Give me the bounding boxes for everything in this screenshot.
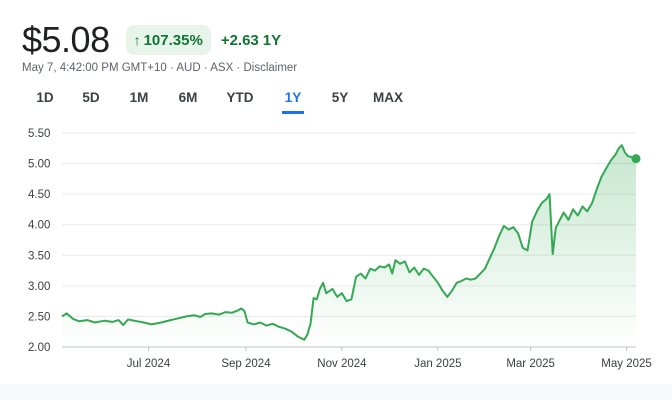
bottom-band xyxy=(0,384,672,400)
tab-6m[interactable]: 6M xyxy=(178,90,198,105)
y-tick-label: 3.00 xyxy=(28,281,50,293)
x-tick-label: Sep 2024 xyxy=(221,358,271,370)
y-tick-label: 5.00 xyxy=(28,159,50,171)
y-tick-label: 2.00 xyxy=(28,342,50,354)
x-tick-label: May 2025 xyxy=(601,358,652,370)
percent-change-badge: ↑ 107.35% xyxy=(125,25,211,55)
price-line xyxy=(61,144,637,341)
y-tick-label: 2.50 xyxy=(28,311,50,323)
tab-1m[interactable]: 1M xyxy=(129,90,149,105)
x-tick-label: Jul 2024 xyxy=(127,358,171,370)
y-tick-label: 4.50 xyxy=(28,189,50,201)
tab-ytd[interactable]: YTD xyxy=(226,90,254,105)
percent-change-value: 107.35% xyxy=(143,31,203,49)
y-tick-label: 4.00 xyxy=(28,220,50,232)
x-tick-label: Jan 2025 xyxy=(414,358,461,370)
tab-max[interactable]: MAX xyxy=(373,90,403,105)
arrow-up-icon: ↑ xyxy=(133,32,141,48)
change-period: 1Y xyxy=(262,31,282,49)
tab-5d[interactable]: 5D xyxy=(82,90,100,105)
current-price: $5.08 xyxy=(22,19,110,60)
x-tick-label: Nov 2024 xyxy=(317,358,367,370)
y-tick-label: 3.50 xyxy=(28,250,50,262)
tab-5y[interactable]: 5Y xyxy=(331,90,349,105)
quote-header: $5.08 ↑ 107.35% +2.63 1Y xyxy=(22,18,281,62)
absolute-change-value: +2.63 xyxy=(220,31,259,49)
y-tick-label: 5.50 xyxy=(28,128,50,140)
tab-1y[interactable]: 1Y xyxy=(282,88,304,114)
absolute-change: +2.63 1Y xyxy=(221,32,281,49)
latest-price-dot xyxy=(631,154,641,164)
x-tick-label: Mar 2025 xyxy=(506,358,555,370)
range-tabs: 1D 5D 1M 6M YTD 1Y 5Y MAX xyxy=(22,88,414,114)
tab-1d[interactable]: 1D xyxy=(36,90,54,105)
quote-meta: May 7, 4:42:00 PM GMT+10 · AUD · ASX · D… xyxy=(22,62,298,74)
price-area xyxy=(62,145,636,347)
